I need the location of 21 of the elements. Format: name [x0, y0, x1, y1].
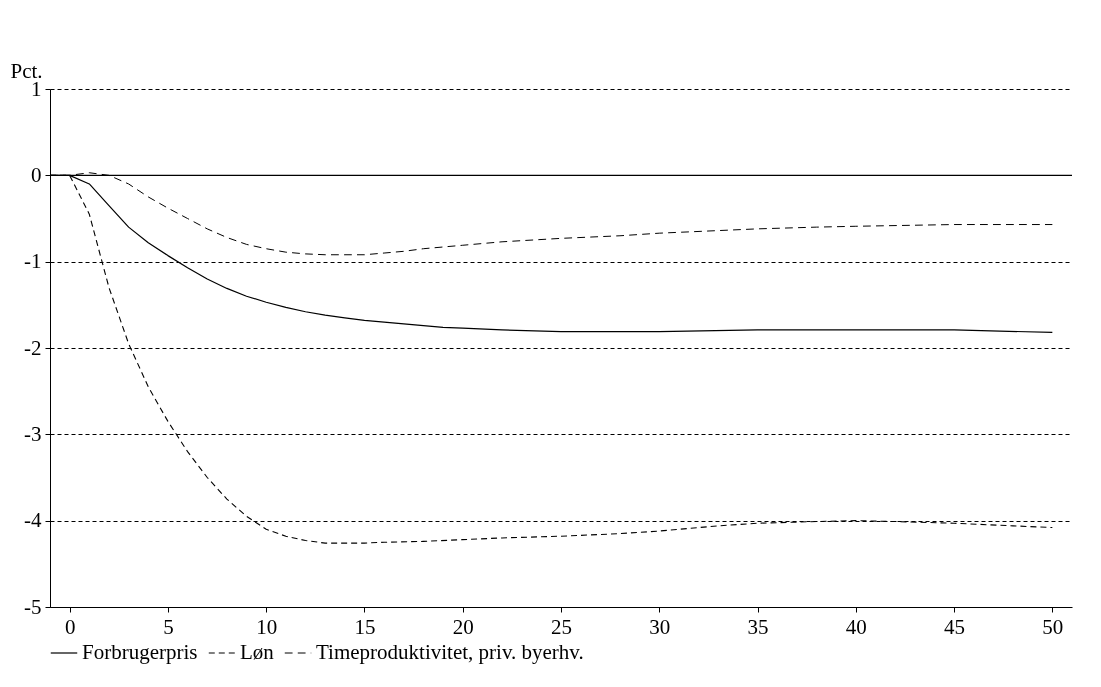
legend-label: Timeproduktivitet, priv. byerhv.: [316, 640, 584, 664]
x-tick-label: 50: [1042, 614, 1064, 639]
y-tick-label: -1: [24, 249, 42, 274]
x-tick-label: 25: [551, 614, 572, 639]
y-tick-label: -2: [24, 335, 42, 360]
y-tick-label: -4: [24, 508, 42, 533]
x-tick-label: 40: [845, 614, 867, 639]
x-tick-label: 30: [649, 614, 671, 639]
x-tick-label: 35: [747, 614, 769, 639]
x-tick-label: 15: [354, 614, 376, 639]
x-tick-label: 5: [163, 614, 174, 639]
legend-label: Løn: [240, 640, 275, 664]
x-tick-label: 10: [256, 614, 278, 639]
y-axis-title: Pct.: [10, 58, 43, 83]
y-tick-label: -5: [24, 594, 42, 619]
x-tick-label: 0: [64, 614, 76, 639]
x-tick-label: 20: [452, 614, 474, 639]
x-tick-label: 45: [944, 614, 966, 639]
y-tick-label: -3: [24, 421, 42, 446]
legend-label: Forbrugerpris: [82, 640, 198, 664]
y-tick-label: 0: [31, 162, 42, 187]
